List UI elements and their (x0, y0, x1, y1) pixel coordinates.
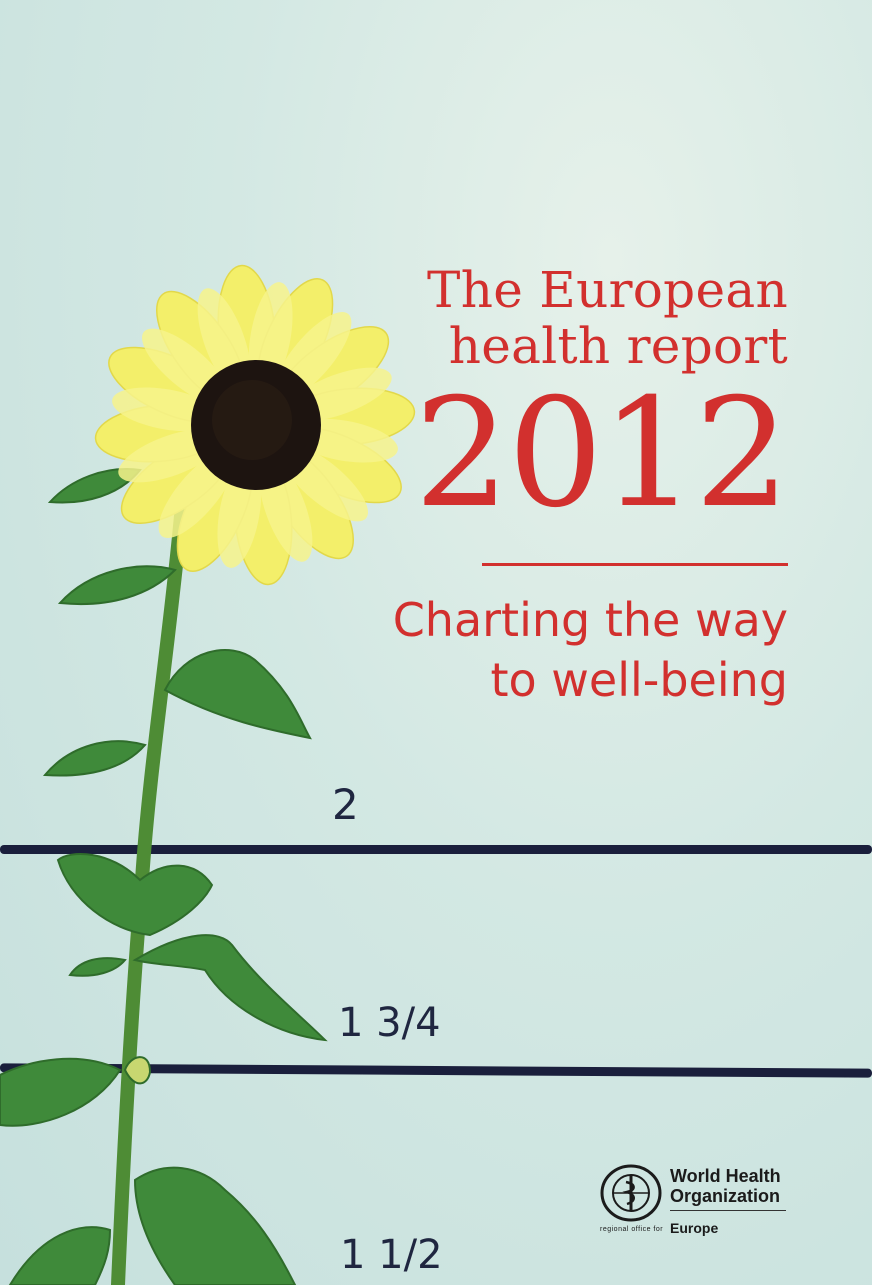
who-regional-office-text: regional office for (600, 1226, 664, 1233)
who-region: Europe (670, 1220, 719, 1236)
leaf (133, 1166, 297, 1285)
title-year: 2012 (414, 367, 790, 541)
leaf (57, 565, 177, 606)
title-divider (482, 563, 788, 566)
title-line-1: The European (427, 261, 788, 319)
subtitle-line-1: Charting the way (392, 593, 788, 647)
height-mark-1-3-4: 1 3/4 (338, 1000, 441, 1046)
leaf (42, 740, 147, 777)
height-mark-1-1-2: 1 1/2 (340, 1232, 443, 1278)
leaf (8, 1226, 112, 1285)
who-emblem-icon (600, 1164, 662, 1222)
who-europe-logo: World Health Organization regional offic… (600, 1160, 790, 1242)
report-subtitle: Charting the way to well-being (288, 590, 788, 710)
height-mark-2: 2 (332, 780, 359, 829)
subtitle-line-2: to well-being (490, 653, 788, 707)
leaf (132, 934, 328, 1042)
who-name: World Health Organization (670, 1166, 781, 1206)
leaves (0, 468, 328, 1285)
who-divider (670, 1210, 786, 1211)
who-name-line-2: Organization (670, 1186, 781, 1206)
title-line-2: health report (448, 317, 788, 375)
leaf (47, 468, 142, 504)
leaf (0, 1057, 122, 1127)
report-title: The European health report 2012 (328, 261, 790, 541)
leaf (56, 853, 214, 937)
leaf (163, 649, 312, 740)
leaf (123, 1056, 152, 1085)
height-mark-line-2 (0, 845, 872, 854)
leaf (68, 957, 127, 977)
who-name-line-1: World Health (670, 1166, 781, 1186)
